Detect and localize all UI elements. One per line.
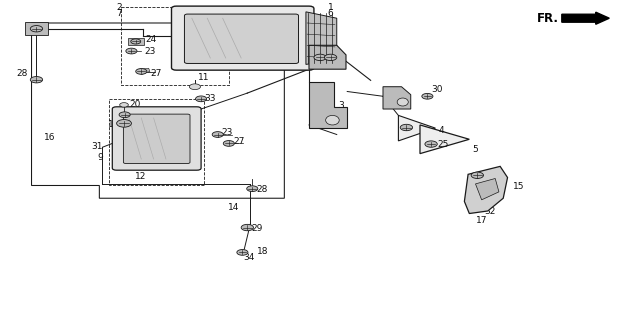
Text: 20: 20: [129, 100, 140, 109]
Text: 17: 17: [475, 216, 487, 225]
Polygon shape: [306, 12, 337, 64]
Polygon shape: [140, 68, 150, 75]
Text: 12: 12: [135, 172, 146, 181]
Ellipse shape: [397, 98, 408, 106]
Polygon shape: [383, 87, 411, 109]
Text: 34: 34: [243, 253, 255, 262]
Text: 9: 9: [97, 153, 103, 162]
Text: 31: 31: [91, 142, 103, 151]
Text: 13: 13: [142, 120, 153, 129]
Text: 2: 2: [116, 3, 122, 12]
Text: 27: 27: [151, 69, 162, 78]
Text: 24: 24: [146, 35, 157, 44]
Text: 30: 30: [431, 85, 442, 94]
Ellipse shape: [326, 116, 339, 125]
Text: 10: 10: [108, 120, 119, 129]
Circle shape: [422, 93, 433, 99]
Circle shape: [131, 39, 141, 44]
Text: 28: 28: [256, 186, 268, 195]
Polygon shape: [475, 179, 499, 200]
Circle shape: [212, 132, 223, 137]
Circle shape: [314, 54, 326, 60]
Circle shape: [117, 120, 132, 127]
FancyBboxPatch shape: [172, 6, 314, 70]
Text: 25: 25: [438, 140, 449, 149]
Text: 21: 21: [289, 41, 300, 50]
Text: 33: 33: [204, 94, 216, 103]
Circle shape: [241, 224, 253, 231]
Text: 26: 26: [294, 48, 305, 57]
FancyBboxPatch shape: [112, 107, 201, 170]
Bar: [109, 99, 204, 185]
Text: 22: 22: [303, 52, 314, 61]
Circle shape: [324, 54, 337, 60]
Text: 23: 23: [221, 128, 233, 137]
Text: FR.: FR.: [537, 12, 559, 25]
Bar: [121, 7, 229, 85]
Circle shape: [223, 140, 234, 146]
Bar: [25, 22, 48, 35]
Circle shape: [119, 112, 130, 118]
Circle shape: [247, 186, 258, 192]
Circle shape: [189, 84, 200, 90]
Text: 15: 15: [512, 182, 524, 191]
Polygon shape: [128, 38, 144, 45]
Text: 14: 14: [227, 203, 239, 212]
Circle shape: [30, 26, 43, 32]
Text: 19: 19: [129, 109, 140, 118]
Text: 1: 1: [328, 3, 333, 12]
Text: 4: 4: [439, 126, 444, 135]
Circle shape: [425, 141, 438, 147]
Text: 11: 11: [198, 73, 210, 82]
Text: 8: 8: [339, 108, 344, 117]
Circle shape: [195, 96, 206, 102]
Polygon shape: [399, 116, 436, 141]
Text: 27: 27: [234, 137, 245, 146]
Text: 16: 16: [44, 132, 56, 141]
FancyBboxPatch shape: [124, 114, 190, 164]
Text: 29: 29: [252, 224, 263, 233]
Polygon shape: [309, 82, 347, 128]
Circle shape: [136, 68, 147, 74]
Circle shape: [126, 48, 137, 54]
Circle shape: [120, 103, 129, 107]
Circle shape: [400, 124, 413, 131]
Text: 28: 28: [16, 69, 27, 78]
Text: 18: 18: [257, 247, 269, 256]
Circle shape: [237, 250, 248, 255]
FancyArrow shape: [562, 12, 609, 24]
Text: 5: 5: [472, 145, 478, 154]
Text: 23: 23: [145, 46, 156, 56]
FancyBboxPatch shape: [184, 14, 298, 63]
Text: 7: 7: [116, 9, 122, 18]
Polygon shape: [420, 125, 469, 154]
Circle shape: [30, 76, 43, 83]
Text: 3: 3: [339, 101, 344, 110]
Circle shape: [471, 172, 483, 179]
Polygon shape: [464, 166, 507, 213]
Text: 6: 6: [328, 9, 333, 18]
Text: 32: 32: [485, 207, 496, 216]
Polygon shape: [309, 45, 346, 69]
